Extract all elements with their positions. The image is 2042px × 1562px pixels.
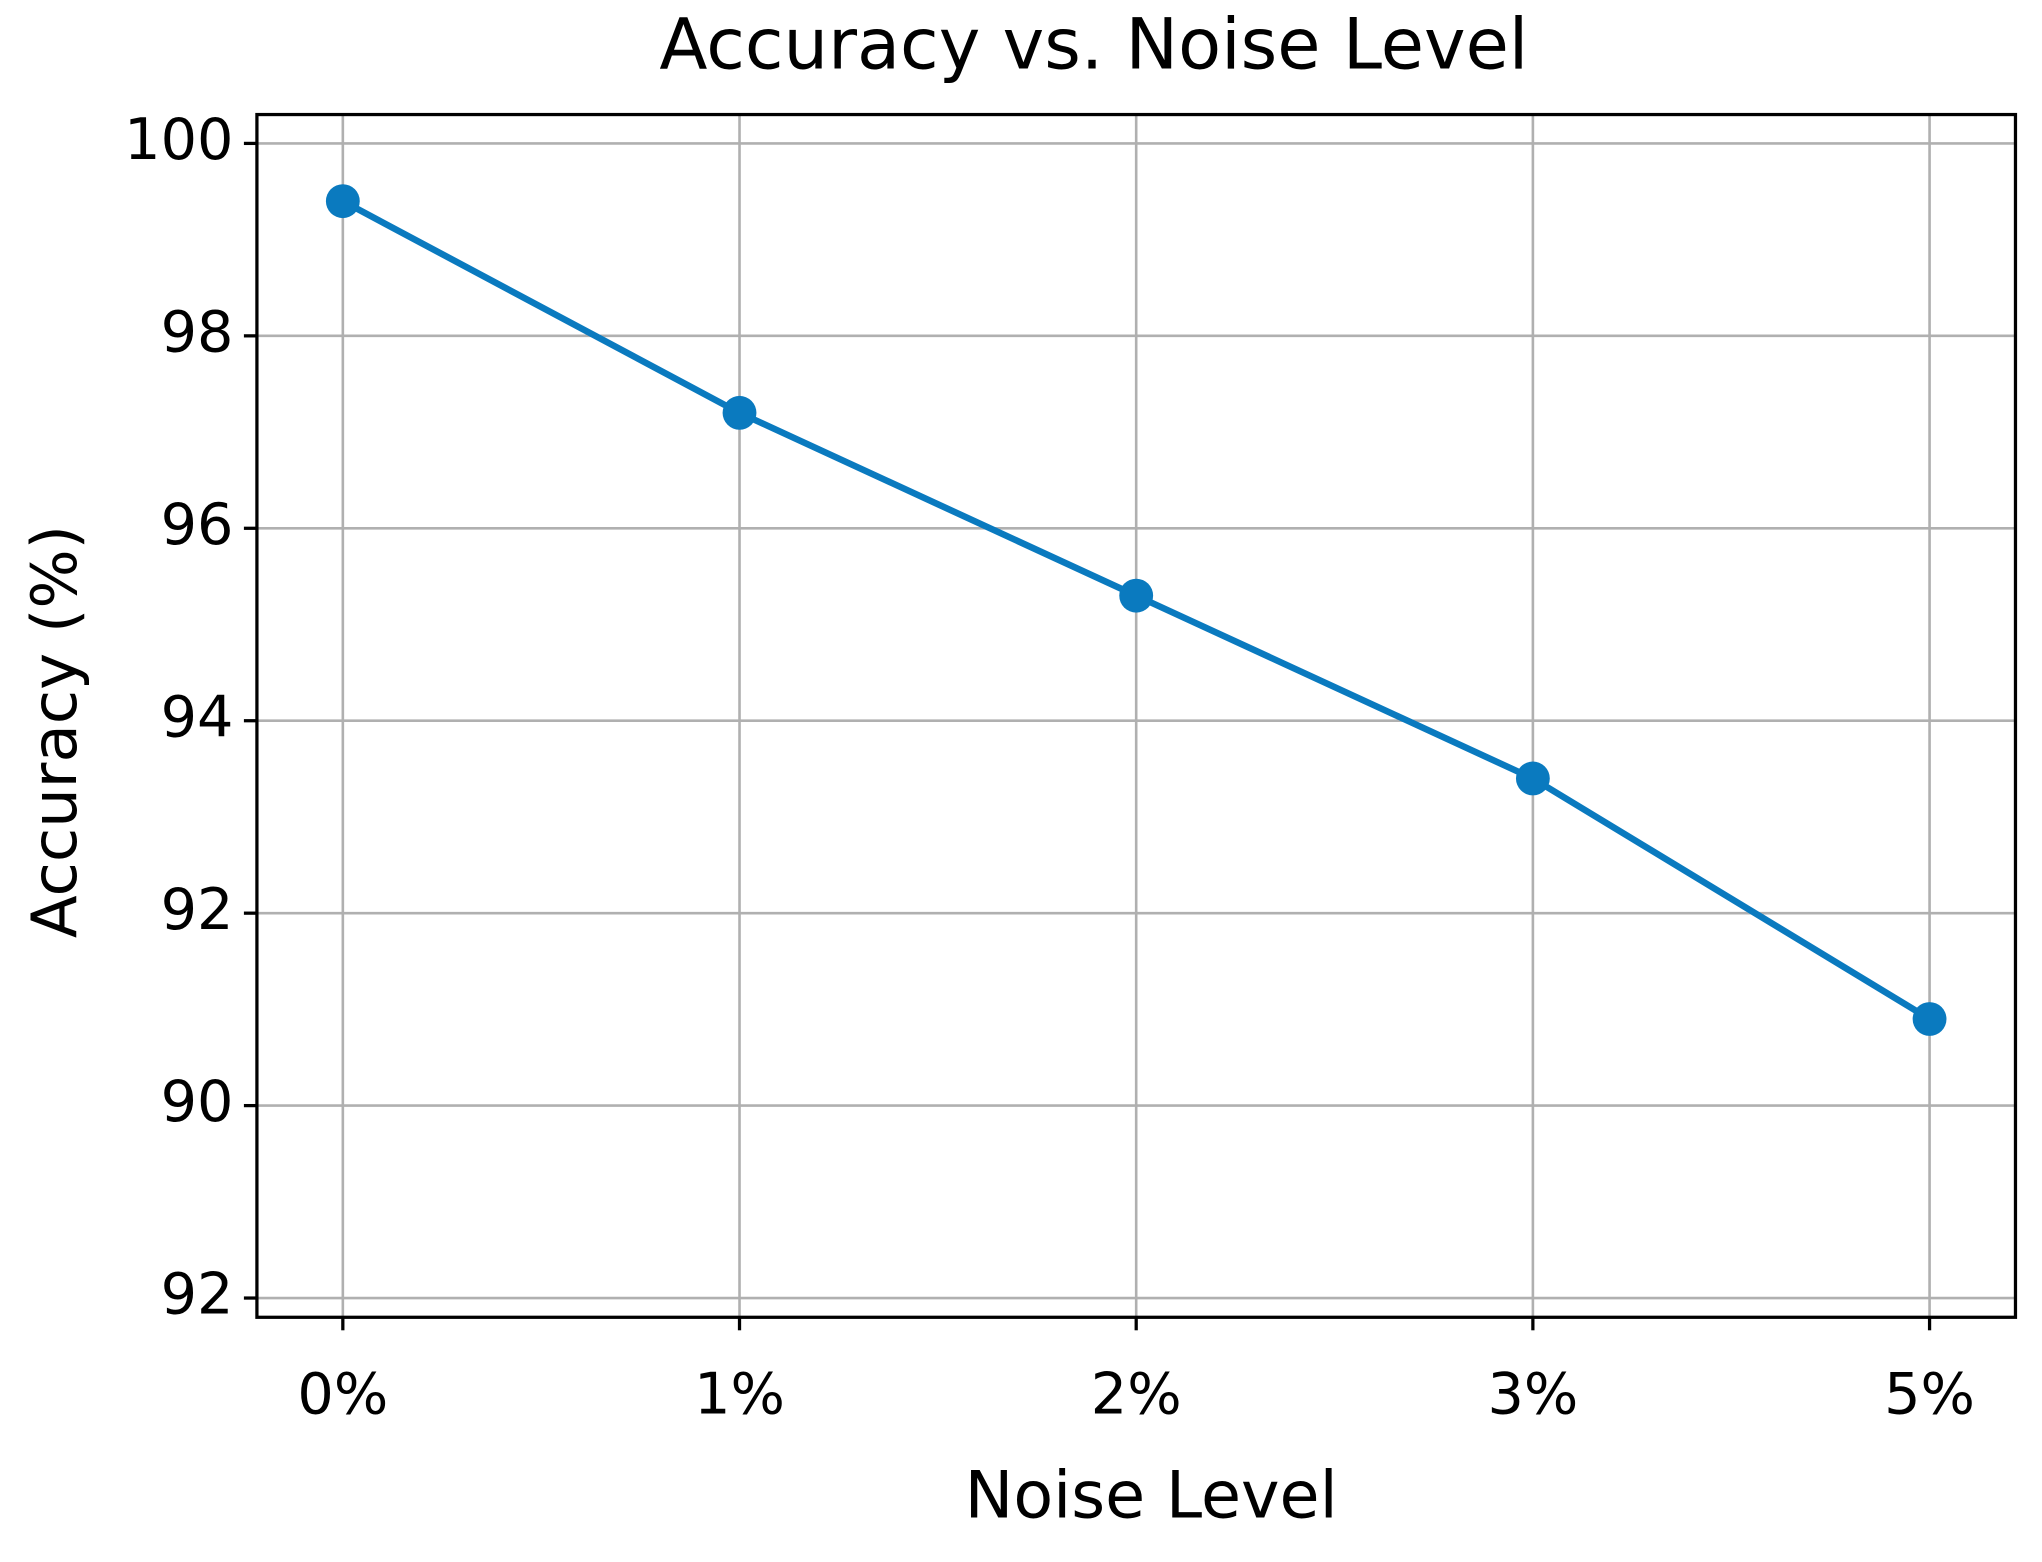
y-tick-label: 94 xyxy=(161,683,234,750)
chart-title: Accuracy vs. Noise Level xyxy=(659,3,1528,85)
x-axis-label: Noise Level xyxy=(965,1459,1338,1534)
y-tick-label: 100 xyxy=(124,106,233,173)
data-point xyxy=(1119,578,1154,613)
y-tick-label: 90 xyxy=(161,1068,234,1135)
y-axis-label: Accuracy (%) xyxy=(18,525,91,938)
x-tick-label: 2% xyxy=(1091,1361,1182,1428)
data-point xyxy=(1912,1002,1947,1036)
plot-frame xyxy=(255,112,2018,1319)
data-point xyxy=(1515,761,1550,796)
x-tick-label: 1% xyxy=(694,1361,785,1428)
y-tick-label: 98 xyxy=(161,298,234,365)
data-point xyxy=(722,395,757,430)
data-point xyxy=(325,184,360,219)
y-tick-label: 92 xyxy=(161,1261,234,1328)
x-tick-label: 3% xyxy=(1487,1361,1578,1428)
x-tick-label: 0% xyxy=(297,1361,388,1428)
x-tick-label: 5% xyxy=(1884,1361,1975,1428)
y-tick-label: 92 xyxy=(161,876,234,943)
y-tick-label: 96 xyxy=(161,491,234,558)
